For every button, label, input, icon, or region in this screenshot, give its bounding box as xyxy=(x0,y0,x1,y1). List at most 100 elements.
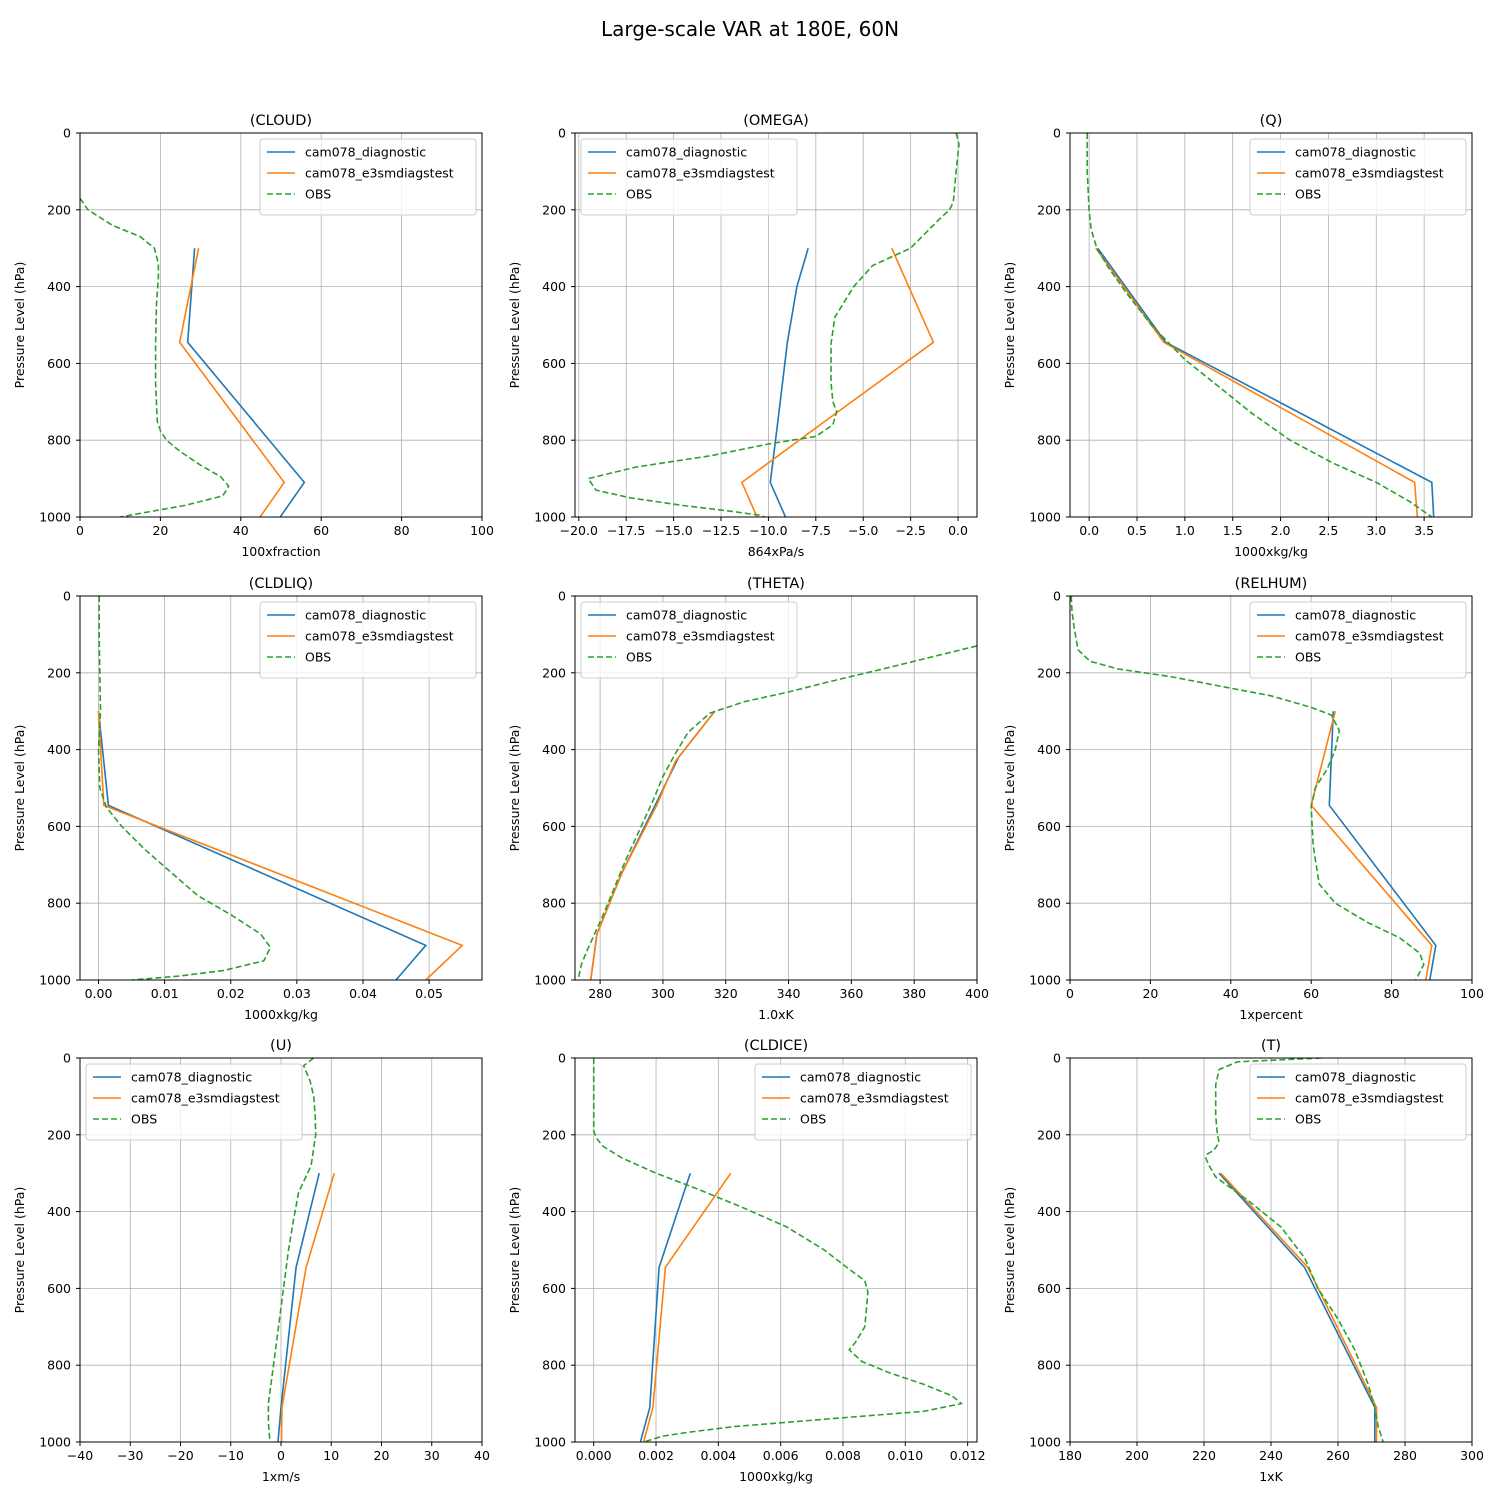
panel-title: (RELHUM) xyxy=(1235,576,1308,592)
x-axis-label: 100xfraction xyxy=(241,544,320,559)
legend-box xyxy=(1249,601,1467,679)
x-tick-label: 0.00 xyxy=(85,986,113,1001)
y-tick-label: 1000 xyxy=(1029,1435,1061,1450)
x-tick-label: 60 xyxy=(1303,986,1319,1001)
axes-frame xyxy=(79,595,483,981)
legend-label: cam078_e3smdiagstest xyxy=(1295,1091,1444,1106)
x-tick-label: −10 xyxy=(218,1448,244,1463)
y-axis-label: Pressure Level (hPa) xyxy=(507,725,522,852)
x-tick-label: 80 xyxy=(1384,986,1400,1001)
x-tick-label: 0.01 xyxy=(151,986,179,1001)
panel-title: (CLOUD) xyxy=(250,113,312,129)
panel-cldliq: 0.00 0.01 0.02 0.03 0.04 0.05 0 200 400 600 800 100… xyxy=(12,576,483,1022)
x-tick-label: 360 xyxy=(839,986,863,1001)
x-tick-label: −5.0 xyxy=(848,523,878,538)
y-tick-label: 400 xyxy=(542,279,566,294)
axes-frame xyxy=(574,595,978,981)
y-tick-label: 1000 xyxy=(39,510,71,525)
series-line-obs xyxy=(577,645,977,980)
axes-frame xyxy=(79,132,483,518)
x-tick-label: 3.0 xyxy=(1366,523,1386,538)
y-axis-label: Pressure Level (hPa) xyxy=(507,262,522,389)
x-tick-label: 300 xyxy=(651,986,675,1001)
y-tick-label: 800 xyxy=(47,896,71,911)
legend-label: cam078_e3smdiagstest xyxy=(1295,166,1444,181)
y-tick-label: 1000 xyxy=(1029,973,1061,988)
x-tick-label: 0.0 xyxy=(948,523,968,538)
series-line-cam078-e3smdiagstest xyxy=(1220,1172,1378,1442)
legend-label: cam078_diagnostic xyxy=(305,608,426,623)
y-tick-label: 1000 xyxy=(534,973,566,988)
legend: cam078_diagnostic cam078_e3smdiagstest OBS xyxy=(259,138,477,216)
legend-label: cam078_e3smdiagstest xyxy=(626,629,775,644)
series-line-cam078-e3smdiagstest xyxy=(280,1172,336,1442)
x-tick-label: 60 xyxy=(313,523,329,538)
y-tick-label: 0 xyxy=(1053,126,1061,141)
y-tick-label: 400 xyxy=(542,742,566,757)
legend-label: OBS xyxy=(1295,650,1321,665)
legend-label: cam078_diagnostic xyxy=(131,1070,252,1085)
x-tick-label: 0.02 xyxy=(217,986,245,1001)
legend-label: OBS xyxy=(131,1112,157,1127)
series-line-cam078-e3smdiagstest xyxy=(1095,247,1419,517)
series-line-cam078-diagnostic xyxy=(1097,247,1435,517)
y-axis-label: Pressure Level (hPa) xyxy=(1002,262,1017,389)
series-line-obs xyxy=(97,596,272,980)
x-tick-label: 0 xyxy=(76,523,84,538)
x-tick-label: 20 xyxy=(152,523,168,538)
x-tick-label: −7.5 xyxy=(801,523,831,538)
y-axis-label: Pressure Level (hPa) xyxy=(12,725,27,852)
y-tick-label: 600 xyxy=(47,819,71,834)
panel-title: (OMEGA) xyxy=(743,113,809,129)
y-tick-label: 400 xyxy=(1037,279,1061,294)
series-line-obs xyxy=(587,133,960,517)
x-tick-label: 180 xyxy=(1058,1448,1082,1463)
y-tick-label: 0 xyxy=(558,1051,566,1066)
axes-frame xyxy=(1069,595,1473,981)
x-tick-label: 340 xyxy=(777,986,801,1001)
y-axis-label: Pressure Level (hPa) xyxy=(1002,1187,1017,1314)
y-tick-label: 800 xyxy=(1037,896,1061,911)
panel-title: (THETA) xyxy=(747,576,805,592)
x-tick-label: 280 xyxy=(588,986,612,1001)
legend-label: OBS xyxy=(305,650,331,665)
x-tick-label: 0.012 xyxy=(950,1448,986,1463)
y-tick-label: 200 xyxy=(47,665,71,680)
x-tick-label: 220 xyxy=(1192,1448,1216,1463)
legend-box xyxy=(1249,138,1467,216)
legend: cam078_diagnostic cam078_e3smdiagstest OBS xyxy=(754,1063,972,1141)
legend-label: cam078_diagnostic xyxy=(626,145,747,160)
x-tick-label: 380 xyxy=(902,986,926,1001)
y-tick-label: 200 xyxy=(1037,1127,1061,1142)
x-tick-label: 0 xyxy=(1066,986,1074,1001)
legend-label: cam078_diagnostic xyxy=(305,145,426,160)
legend-label: OBS xyxy=(305,187,331,202)
y-tick-label: 1000 xyxy=(39,973,71,988)
y-tick-label: 800 xyxy=(542,1358,566,1373)
x-tick-label: 0.006 xyxy=(763,1448,799,1463)
series-line-cam078-e3smdiagstest xyxy=(740,247,935,517)
series-line-cam078-e3smdiagstest xyxy=(642,1172,732,1442)
y-tick-label: 600 xyxy=(542,819,566,834)
y-tick-label: 400 xyxy=(542,1204,566,1219)
y-tick-label: 0 xyxy=(63,1051,71,1066)
legend-box xyxy=(1249,1063,1467,1141)
y-tick-label: 0 xyxy=(1053,1051,1061,1066)
y-tick-label: 400 xyxy=(1037,1204,1061,1219)
legend: cam078_diagnostic cam078_e3smdiagstest OBS xyxy=(85,1063,303,1141)
legend-label: cam078_e3smdiagstest xyxy=(800,1091,949,1106)
legend-label: cam078_e3smdiagstest xyxy=(305,166,454,181)
y-tick-label: 600 xyxy=(1037,356,1061,371)
x-tick-label: 0.000 xyxy=(576,1448,612,1463)
x-tick-label: 280 xyxy=(1393,1448,1417,1463)
legend-label: cam078_diagnostic xyxy=(800,1070,921,1085)
y-axis-label: Pressure Level (hPa) xyxy=(507,1187,522,1314)
x-tick-label: 260 xyxy=(1326,1448,1350,1463)
legend: cam078_diagnostic cam078_e3smdiagstest OBS xyxy=(1249,1063,1467,1141)
y-tick-label: 800 xyxy=(1037,433,1061,448)
x-tick-label: 20 xyxy=(374,1448,390,1463)
panel-title: (U) xyxy=(270,1038,292,1054)
legend-label: OBS xyxy=(1295,187,1321,202)
y-tick-label: 200 xyxy=(1037,202,1061,217)
x-tick-label: 200 xyxy=(1125,1448,1149,1463)
